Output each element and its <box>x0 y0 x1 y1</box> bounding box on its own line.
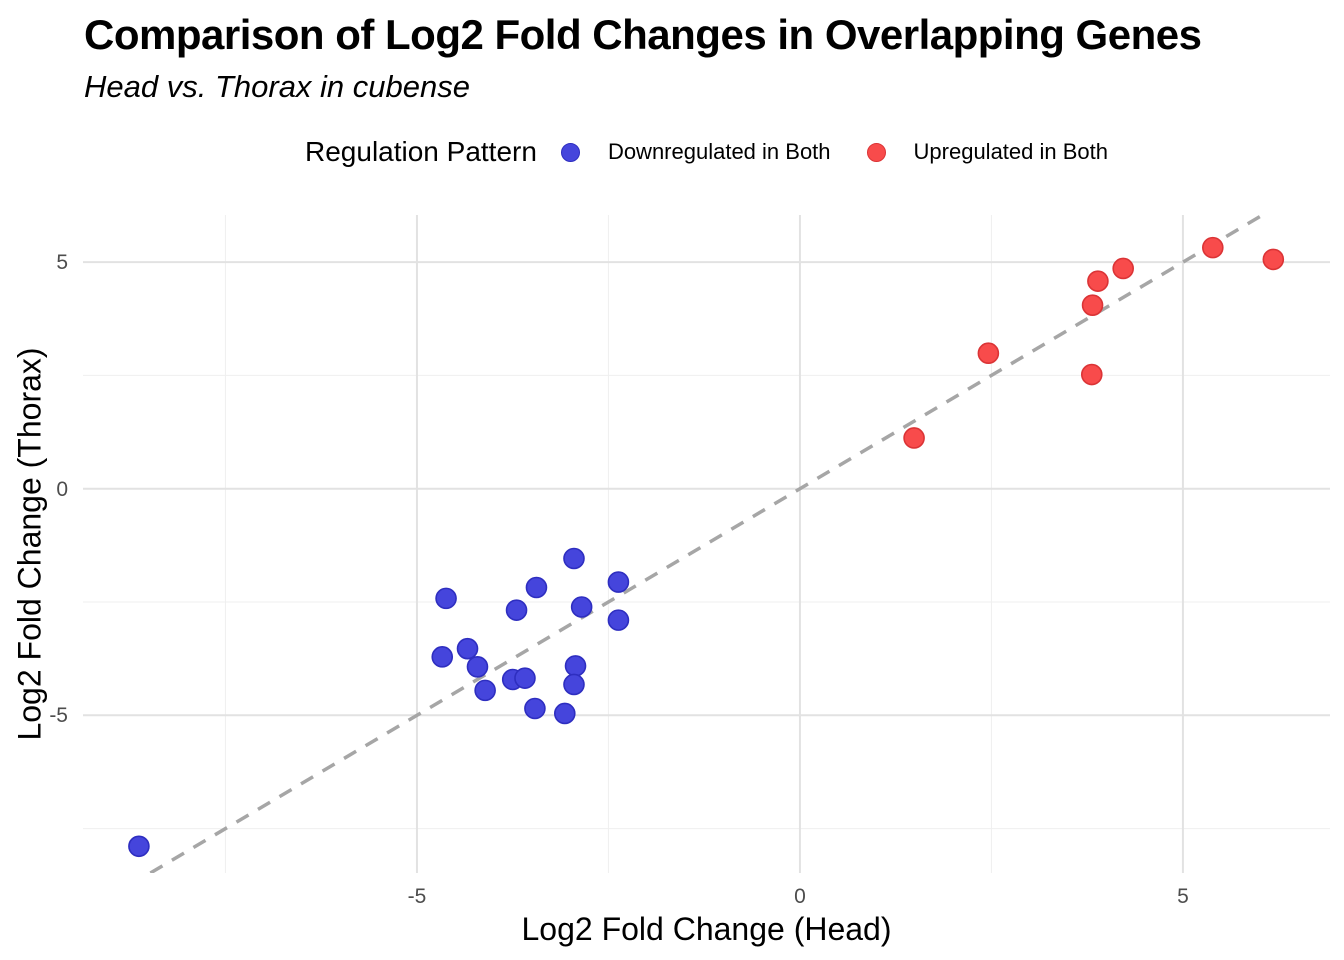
data-point <box>977 342 1000 365</box>
legend-item-upregulated: Upregulated in Both <box>866 139 1108 165</box>
legend: Regulation Pattern Downregulated in Both… <box>83 133 1330 171</box>
legend-key-circle-icon <box>866 142 886 162</box>
data-point <box>514 667 536 689</box>
scatter-plot <box>83 213 1330 875</box>
data-point <box>1112 257 1134 280</box>
legend-item-downregulated: Downregulated in Both <box>560 139 831 165</box>
data-point <box>431 646 454 668</box>
chart-title: Comparison of Log2 Fold Changes in Overl… <box>84 11 1202 58</box>
data-point <box>1080 363 1103 386</box>
data-point <box>1081 294 1104 316</box>
data-point <box>524 697 546 720</box>
legend-key-circle-icon <box>560 142 580 162</box>
x-tick-label: -5 <box>407 885 427 908</box>
data-point <box>607 571 630 593</box>
data-point <box>505 599 528 621</box>
data-point <box>1262 248 1285 271</box>
legend-title: Regulation Pattern <box>305 136 537 167</box>
data-point <box>563 673 585 696</box>
data-point <box>1202 236 1224 259</box>
y-tick-label: 0 <box>56 477 68 501</box>
identity-reference-line <box>149 213 1264 875</box>
legend-item-label: Downregulated in Both <box>607 139 831 164</box>
data-point <box>563 547 585 570</box>
data-point <box>128 835 150 858</box>
data-point <box>474 679 496 702</box>
x-tick-label: 5 <box>1177 885 1189 908</box>
chart-subtitle: Head vs. Thorax in cubense <box>84 69 470 104</box>
legend-item-label: Upregulated in Both <box>913 139 1108 164</box>
data-point <box>570 596 593 618</box>
y-tick-label: 5 <box>56 251 68 275</box>
x-axis-title: Log2 Fold Change (Head) <box>521 911 892 947</box>
y-tick-label: -5 <box>49 704 68 728</box>
data-point <box>903 427 925 449</box>
y-axis-title: Log2 Fold Change (Thorax) <box>11 347 48 741</box>
data-point <box>466 656 489 678</box>
data-point <box>456 637 479 660</box>
x-tick-label: 0 <box>794 885 806 908</box>
data-point <box>435 587 457 610</box>
plot-panel <box>83 213 1330 875</box>
data-point <box>1087 270 1109 292</box>
data-point <box>607 609 630 631</box>
data-point <box>525 576 548 599</box>
data-point <box>564 655 587 677</box>
data-point <box>553 702 576 725</box>
